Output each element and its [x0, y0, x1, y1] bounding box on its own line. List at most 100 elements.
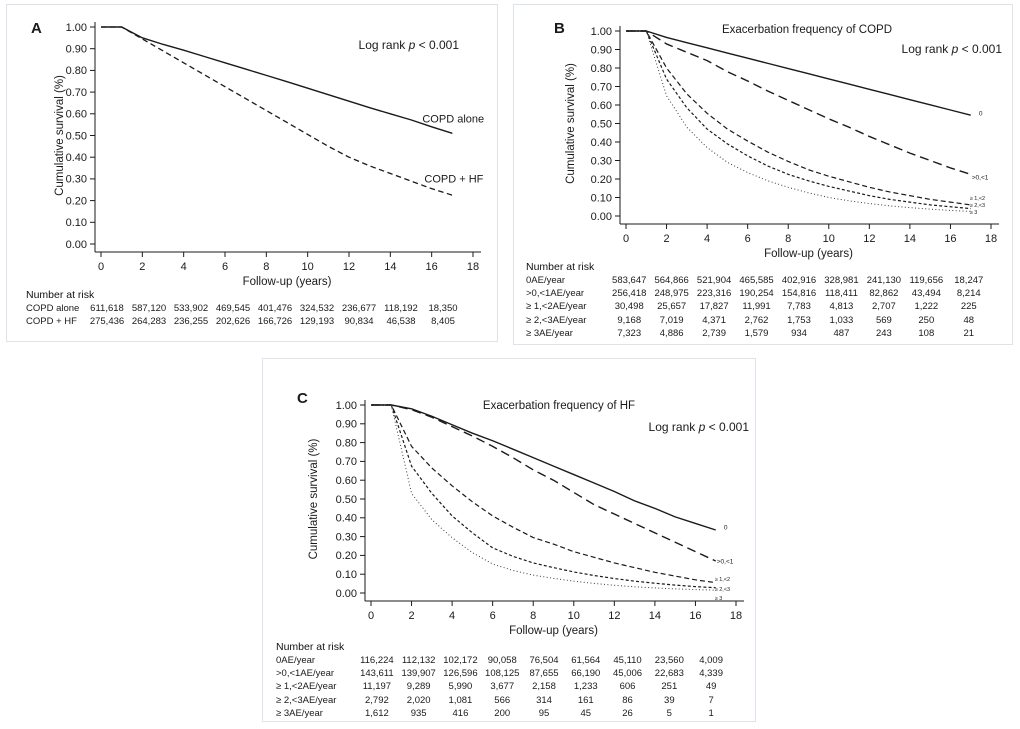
risk-value: 9,289 [406, 681, 431, 693]
x-tick-label: 0 [368, 610, 374, 622]
y-tick-label: 0.70 [66, 87, 87, 99]
x-tick-label: 16 [689, 610, 701, 622]
curve-≥ 1,<2 [371, 404, 716, 584]
y-tick-label: 0.60 [591, 100, 612, 112]
risk-value: 236,677 [341, 303, 377, 314]
risk-value: 90,834 [344, 316, 374, 327]
risk-row-label: ≥ 3AE/year [276, 707, 323, 719]
x-tick-label: 14 [904, 233, 916, 245]
risk-value: 119,656 [909, 275, 944, 286]
risk-table-row: ≥ 1,<2AE/year 11,197 9,289 5,990 3,677 2,158 1… [263, 681, 757, 694]
risk-value: 48 [963, 314, 975, 326]
y-tick-label: 0.00 [336, 588, 357, 600]
risk-value: 190,254 [739, 288, 774, 300]
curve-label: ≥ 2,<3 [715, 587, 730, 593]
risk-value: 1,222 [914, 301, 939, 313]
risk-value: 564,866 [654, 275, 689, 286]
risk-value: 108 [918, 327, 935, 339]
x-tick-label: 10 [823, 233, 835, 245]
risk-value: 248,975 [654, 288, 689, 300]
risk-value: 166,726 [257, 316, 293, 327]
x-tick-label: 16 [944, 233, 956, 245]
chart-title: Exacerbation frequency of COPD [722, 24, 892, 36]
risk-row-label: ≥ 1,<2AE/year [276, 681, 337, 693]
logrank-annotation: Log rank p < 0.001 [649, 420, 750, 434]
x-tick-label: 12 [343, 261, 355, 273]
risk-row-label: ≥ 2,<3AE/year [526, 314, 587, 326]
risk-value: 314 [536, 694, 552, 706]
risk-table-row: 0AE/year 116,224 112,132 102,172 90,058 76,50… [263, 655, 757, 668]
risk-value: 76,504 [529, 655, 559, 666]
risk-table-row: COPD + HF 275,436 264,283 236,255 202,626 166… [7, 316, 499, 329]
risk-value: 8,405 [431, 316, 455, 327]
curve-label: 0 [724, 524, 728, 531]
risk-value: 61,564 [571, 655, 601, 666]
risk-value: 21 [963, 327, 975, 339]
risk-value: 22,683 [654, 668, 684, 680]
y-tick-label: 0.90 [66, 44, 87, 56]
risk-table-row: ≥ 1,<2AE/year 30,498 25,657 17,827 11,991 7,7… [514, 301, 1014, 314]
risk-row-values: 2,792 2,020 1,081 566 314 161 86 39 7 [356, 695, 732, 706]
x-tick-label: 6 [222, 261, 228, 273]
y-tick-label: 0.00 [66, 239, 87, 251]
risk-value: 324,532 [299, 303, 335, 314]
risk-value: 241,130 [866, 275, 902, 286]
risk-value: 116,224 [360, 655, 394, 666]
risk-value: 264,283 [131, 316, 167, 327]
risk-value: 7,783 [787, 301, 811, 313]
y-tick-label: 1.00 [336, 400, 357, 412]
x-tick-label: 12 [863, 233, 875, 245]
y-tick-label: 0.90 [591, 44, 612, 56]
y-tick-label: 0.10 [336, 569, 357, 581]
curve-≥ 3 [626, 30, 971, 212]
risk-value: 143,611 [360, 668, 394, 680]
risk-row-values: 9,168 7,019 4,371 2,762 1,753 1,033 569 250 48 [608, 315, 990, 326]
risk-value: 8,214 [956, 288, 981, 300]
risk-value: 43,494 [911, 288, 941, 300]
x-tick-label: 6 [745, 233, 751, 245]
risk-value: 11,197 [362, 681, 392, 693]
risk-value: 416 [452, 707, 469, 719]
risk-table-row: >0,<1AE/year 143,611 139,907 126,596 108,125… [263, 668, 757, 681]
risk-value: 30,498 [614, 301, 644, 313]
x-tick-label: 10 [302, 261, 314, 273]
x-tick-label: 10 [568, 610, 580, 622]
risk-value: 2,707 [871, 301, 896, 313]
x-tick-label: 4 [704, 233, 710, 245]
risk-value: 225 [960, 301, 977, 313]
risk-row-label: COPD alone [26, 303, 80, 314]
panel-b-exacerbation-copd: B Exacerbation frequency of COPD Log rank … [513, 4, 1013, 345]
curve-label: ≥ 3 [970, 210, 978, 216]
y-tick-label: 0.30 [66, 174, 87, 186]
x-tick-label: 0 [98, 261, 104, 273]
curve-≥ 1,<2 [626, 30, 971, 206]
risk-value: 469,545 [215, 303, 251, 314]
y-tick-label: 0.70 [336, 456, 357, 468]
risk-value: 86 [622, 694, 633, 706]
survival-plot-c: C Exacerbation frequency of HF Log rank p … [297, 390, 750, 637]
panel-letter: B [554, 20, 565, 37]
risk-value: 569 [875, 314, 892, 326]
risk-value: 533,902 [173, 303, 209, 314]
risk-value: 102,172 [443, 655, 478, 666]
risk-row-values: 583,647 564,866 521,904 465,585 402,916 328,9… [608, 275, 990, 286]
risk-value: 2,158 [532, 681, 556, 693]
x-axis-label: Follow-up (years) [243, 276, 332, 288]
risk-value: 583,647 [612, 275, 647, 286]
risk-value: 26 [622, 707, 633, 719]
risk-value: 45,006 [613, 668, 643, 680]
x-tick-label: 6 [490, 610, 496, 622]
y-tick-label: 0.10 [591, 192, 612, 204]
risk-value: 82,862 [869, 288, 899, 300]
risk-value: 46,538 [386, 316, 416, 327]
curve->0,<1 [371, 404, 717, 562]
risk-value: 521,904 [696, 275, 732, 286]
curve-label: COPD + HF [424, 173, 483, 185]
y-tick-label: 0.50 [336, 494, 357, 506]
x-tick-label: 4 [181, 261, 187, 273]
risk-value: 1,753 [787, 314, 811, 326]
risk-value: 200 [494, 707, 511, 719]
survival-plot-b: B Exacerbation frequency of COPD Log rank … [554, 20, 1002, 260]
risk-value: 129,193 [299, 316, 335, 327]
risk-row-values: 116,224 112,132 102,172 90,058 76,504 61,564 4… [356, 655, 732, 666]
